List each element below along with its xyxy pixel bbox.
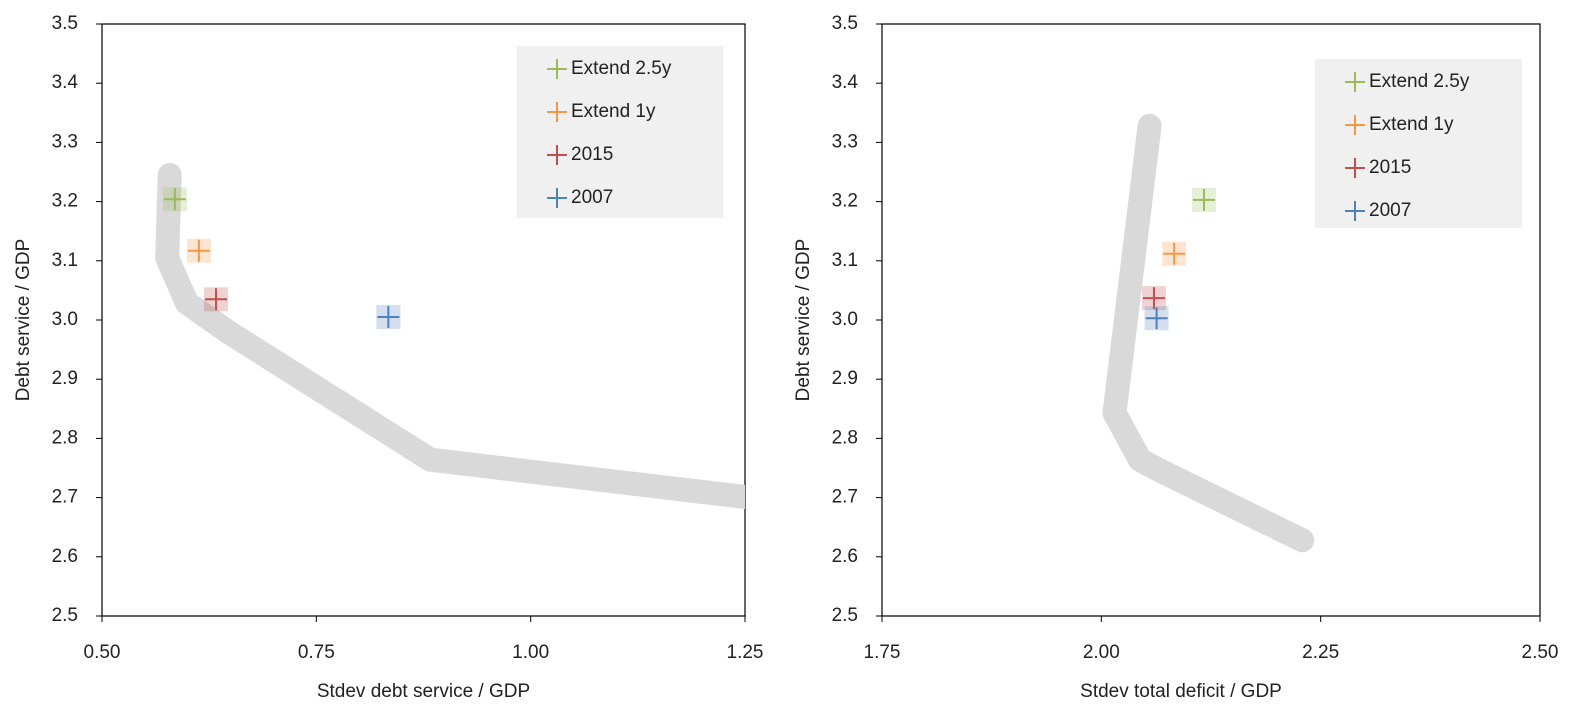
- x-tick-label: 1.25: [727, 642, 764, 663]
- y-tick-label: 2.9: [52, 368, 78, 389]
- y-tick-label: 2.8: [832, 427, 858, 448]
- legend-cross: [547, 145, 567, 165]
- point-cross: [1192, 188, 1215, 211]
- y-tick-label: 2.8: [52, 427, 78, 448]
- point: [186, 238, 211, 263]
- legend-label: Extend 2.5y: [571, 58, 672, 79]
- point: [1162, 241, 1187, 266]
- legend-marker: [1345, 115, 1365, 135]
- point: [1191, 187, 1216, 212]
- point-cross: [205, 288, 228, 311]
- y-tick-label: 3.0: [832, 309, 858, 330]
- legend-marker: [547, 145, 567, 165]
- y-tick-label: 3.2: [832, 191, 858, 212]
- legend-box: [517, 46, 723, 218]
- point: [1141, 286, 1166, 311]
- point: [162, 187, 187, 212]
- legend-label: 2015: [571, 144, 613, 165]
- x-axis-title: Stdev debt service / GDP: [317, 681, 530, 702]
- y-tick-label: 2.9: [832, 368, 858, 389]
- y-axis-title: Debt service / GDP: [793, 239, 814, 402]
- point: [1144, 306, 1169, 331]
- x-axis-title: Stdev total deficit / GDP: [1080, 681, 1282, 702]
- point-cross: [1142, 287, 1165, 310]
- point-cross: [1145, 307, 1168, 330]
- legend-marker: [547, 188, 567, 208]
- legend-marker: [1345, 201, 1365, 221]
- legend-cross: [547, 188, 567, 208]
- y-tick-label: 3.4: [52, 72, 79, 93]
- point-cross: [377, 306, 400, 329]
- legend-label: 2015: [1369, 157, 1411, 178]
- y-tick-label: 3.3: [832, 131, 858, 152]
- y-tick-label: 3.1: [832, 250, 858, 271]
- legend-cross: [1345, 72, 1365, 92]
- y-tick-label: 2.5: [832, 605, 858, 626]
- point-cross: [187, 239, 210, 262]
- y-tick-label: 2.6: [52, 546, 78, 567]
- legend-cross: [547, 102, 567, 122]
- legend-label: Extend 2.5y: [1369, 71, 1470, 92]
- point: [204, 287, 229, 312]
- y-tick-label: 3.4: [832, 72, 859, 93]
- x-tick-label: 2.50: [1522, 642, 1559, 663]
- legend-marker: [1345, 72, 1365, 92]
- y-tick-label: 3.5: [52, 13, 78, 34]
- x-tick-label: 1.00: [512, 642, 549, 663]
- x-tick-label: 2.00: [1083, 642, 1120, 663]
- legend-box: [1315, 59, 1522, 228]
- point-cross: [163, 188, 186, 211]
- frontier-line: [1102, 113, 1315, 553]
- y-tick-label: 3.2: [52, 191, 78, 212]
- legend-marker: [547, 102, 567, 122]
- legend-label: Extend 1y: [571, 101, 656, 122]
- legend-cross: [1345, 158, 1365, 178]
- x-tick-label: 0.75: [298, 642, 335, 663]
- point-cross: [1163, 242, 1186, 265]
- legend-label: 2007: [571, 187, 613, 208]
- y-tick-label: 3.3: [52, 131, 78, 152]
- legend-cross: [1345, 115, 1365, 135]
- y-tick-label: 2.6: [832, 546, 858, 567]
- y-tick-label: 2.7: [52, 487, 78, 508]
- point: [376, 305, 401, 330]
- legend-label: 2007: [1369, 200, 1411, 221]
- legend-marker: [547, 59, 567, 79]
- frontier-line: [155, 162, 745, 510]
- y-axis-title: Debt service / GDP: [13, 239, 34, 402]
- x-tick-label: 1.75: [864, 642, 901, 663]
- y-tick-label: 3.0: [52, 309, 78, 330]
- y-tick-label: 3.5: [832, 13, 858, 34]
- y-tick-label: 2.5: [52, 605, 78, 626]
- legend-label: Extend 1y: [1369, 114, 1454, 135]
- y-tick-label: 2.7: [832, 487, 858, 508]
- legend-cross: [1345, 201, 1365, 221]
- x-tick-label: 0.50: [84, 642, 121, 663]
- y-tick-label: 3.1: [52, 250, 78, 271]
- legend-cross: [547, 59, 567, 79]
- x-tick-label: 2.25: [1302, 642, 1339, 663]
- legend-marker: [1345, 158, 1365, 178]
